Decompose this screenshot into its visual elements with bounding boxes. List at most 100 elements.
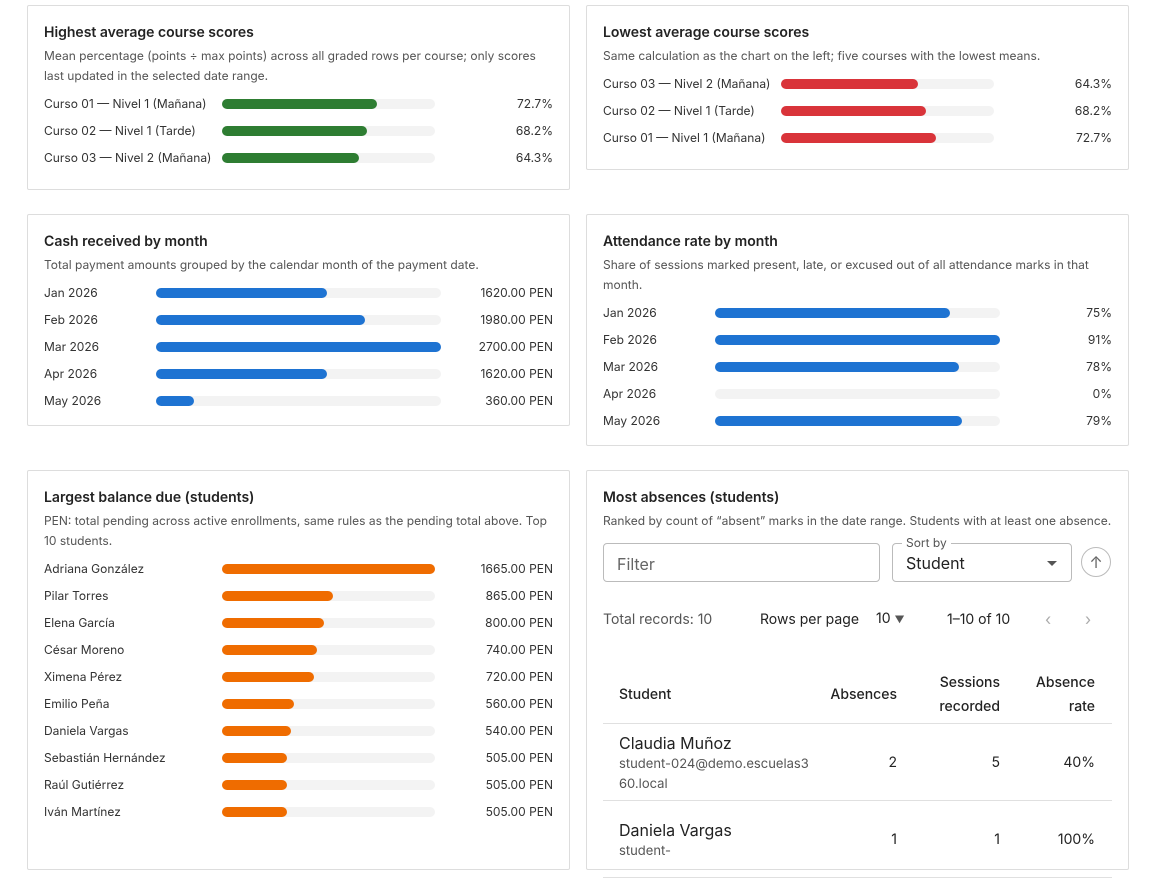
bar-track — [715, 334, 1000, 345]
sort-value: Student — [906, 553, 965, 573]
panel-title: Most absences (students) — [603, 489, 780, 506]
bar-track — [156, 368, 441, 379]
bar-value: 68.2% — [515, 123, 553, 138]
table-header: Student Absences Sessions recorded Absence … — [603, 667, 1112, 724]
column-header: Absence rate — [1035, 674, 1095, 715]
bar-label: Feb 2026 — [603, 332, 657, 347]
total-records: Total records: 10 — [603, 611, 713, 628]
panel-title: Highest average course scores — [44, 24, 254, 41]
bar-row: Pilar Torres 865.00 PEN — [44, 582, 553, 609]
bar-row: Feb 2026 91% — [603, 326, 1112, 353]
panel-subtitle: PEN: total pending across active enrollm… — [44, 513, 547, 548]
panel-subtitle: Same calculation as the chart on the lef… — [603, 48, 1041, 63]
bar-track — [156, 341, 441, 352]
bar-row: May 2026 79% — [603, 407, 1112, 434]
bar — [222, 806, 287, 817]
bar-label: César Moreno — [44, 642, 125, 657]
bar — [222, 725, 292, 736]
panel: Attendance rate by month Share of session… — [586, 214, 1129, 446]
panel: Lowest average course scores Same calcula… — [586, 5, 1129, 170]
bar-track — [222, 590, 435, 601]
bar — [222, 644, 317, 655]
bar-value: 1665.00 PEN — [480, 561, 553, 576]
bar-row: Iván Martínez 505.00 PEN — [44, 798, 553, 825]
bar-row: Curso 03 — Nivel 2 (Mañana) 64.3% — [603, 70, 1112, 97]
bar-row: Jan 2026 75% — [603, 299, 1112, 326]
bar-row: Curso 01 — Nivel 1 (Mañana) 72.7% — [603, 124, 1112, 151]
bar-track — [156, 314, 441, 325]
bar-label: Apr 2026 — [603, 386, 657, 401]
panel-title: Cash received by month — [44, 233, 208, 250]
bar-value: 68.2% — [1074, 103, 1112, 118]
bar-value: 2700.00 PEN — [478, 339, 553, 354]
table-panel: Most absences (students) Ranked by count… — [586, 470, 1129, 878]
bar — [781, 105, 927, 116]
bar-value: 560.00 PEN — [485, 696, 553, 711]
panel-subtitle: Share of sessions marked present, late, … — [603, 257, 1089, 292]
bar-label: Adriana González — [44, 561, 145, 576]
table-cell: 100% — [1057, 830, 1095, 848]
bar-label: Curso 03 — Nivel 2 (Mañana) — [44, 150, 212, 165]
bar — [156, 395, 194, 406]
bar — [156, 368, 327, 379]
bar-row: Curso 01 — Nivel 1 (Mañana) 72.7% — [44, 90, 553, 117]
next-page[interactable]: › — [1085, 609, 1092, 629]
bar-row: Apr 2026 1620.00 PEN — [44, 360, 553, 387]
bar-track — [222, 98, 435, 109]
filter-input[interactable]: Filter — [603, 543, 880, 582]
sort-direction-button[interactable]: ↑ — [1081, 547, 1111, 577]
bar — [222, 617, 325, 628]
bar-value: 79% — [1086, 413, 1112, 428]
panel-title: Largest balance due (students) — [44, 489, 255, 506]
table-cell: 40% — [1063, 753, 1095, 771]
student-name: Daniela Vargas — [619, 820, 732, 840]
bar-row: Feb 2026 1980.00 PEN — [44, 306, 553, 333]
bar-track — [715, 361, 1000, 372]
bar — [156, 314, 365, 325]
bar-value: 64.3% — [515, 150, 553, 165]
bar — [781, 78, 918, 89]
column-header: Student — [619, 686, 672, 703]
bar — [222, 671, 315, 682]
bar-value: 78% — [1086, 359, 1112, 374]
bar-row: Apr 2026 0% — [603, 380, 1112, 407]
bar-row: Curso 03 — Nivel 2 (Mañana) 64.3% — [44, 144, 553, 171]
bar-row: Curso 02 — Nivel 1 (Tarde) 68.2% — [603, 97, 1112, 124]
panel: Highest average course scores Mean percen… — [27, 5, 570, 190]
bar-label: Raúl Gutiérrez — [44, 777, 125, 792]
bar-label: Emilio Peña — [44, 696, 110, 711]
panel: Largest balance due (students) PEN: total… — [27, 470, 570, 870]
bar-label: May 2026 — [603, 413, 661, 428]
table-cell: 1 — [994, 830, 1000, 848]
bar-label: Jan 2026 — [44, 285, 98, 300]
bar-label: Curso 01 — Nivel 1 (Mañana) — [44, 96, 207, 111]
rows-per-page-select[interactable]: 10 ▼ — [876, 610, 905, 627]
bar-label: Elena García — [44, 615, 115, 630]
sort-select[interactable]: Sort by Student — [892, 535, 1072, 582]
bar-label: Daniela Vargas — [44, 723, 129, 738]
bar-row: César Moreno 740.00 PEN — [44, 636, 553, 663]
panel-title: Lowest average course scores — [603, 24, 810, 41]
table-cell: 2 — [888, 753, 897, 771]
bar — [715, 415, 963, 426]
table-cell: 1 — [891, 830, 897, 848]
student-name: Claudia Muñoz — [619, 733, 732, 753]
bar-value: 505.00 PEN — [485, 777, 553, 792]
prev-page[interactable]: ‹ — [1045, 609, 1052, 629]
bar-label: May 2026 — [44, 393, 102, 408]
bar-track — [222, 152, 435, 163]
bar-value: 505.00 PEN — [485, 804, 553, 819]
bar-row: Raúl Gutiérrez 505.00 PEN — [44, 771, 553, 798]
bar-track — [781, 78, 994, 89]
bar — [222, 125, 368, 136]
student-cell: Daniela Vargas student- — [603, 817, 803, 861]
bar-value: 360.00 PEN — [485, 393, 553, 408]
bar-label: Mar 2026 — [603, 359, 659, 374]
bar-track — [222, 725, 435, 736]
bar-label: Ximena Pérez — [44, 669, 123, 684]
bar-track — [222, 563, 435, 574]
column-header: Absences — [830, 686, 897, 703]
panel-subtitle: Total payment amounts grouped by the cal… — [44, 257, 479, 272]
panel-subtitle: Ranked by count of “absent” marks in the… — [603, 513, 1112, 528]
rows-per-page-label: Rows per page — [760, 611, 859, 628]
